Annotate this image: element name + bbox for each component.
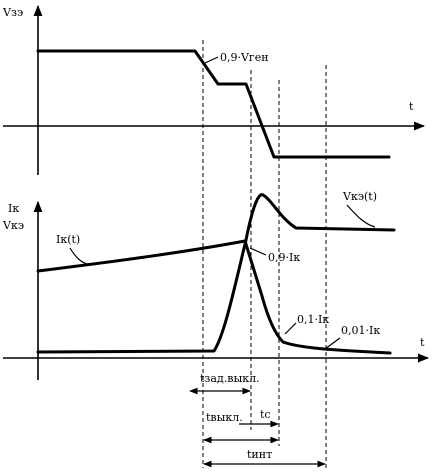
- vge-axis-label: Vзэ: [2, 6, 23, 19]
- vke-leader-line: [346, 204, 376, 228]
- ik-90-label: 0,9·Iк: [268, 251, 300, 264]
- t-fall-label: tс: [260, 408, 271, 421]
- vke-curve: [36, 193, 396, 354]
- ik-curve: [36, 239, 392, 355]
- ik-axis-label: Iк: [8, 202, 19, 215]
- ik-10-leader-line: [284, 322, 297, 335]
- vge-plot: Vзэ t 0,9·Vген: [2, 4, 426, 175]
- t-int-label: tинт: [247, 448, 272, 461]
- t-axis-label-top: t: [409, 100, 414, 113]
- ik-01-label: 0,01·Iк: [341, 324, 380, 337]
- ik-90-leader-line: [249, 247, 267, 256]
- time-intervals: tзад.выкл. tвыкл. tс tинт: [189, 372, 326, 468]
- vgen-leader-line: [202, 56, 219, 65]
- vge-curve: [36, 49, 391, 159]
- t-off-label: tвыкл.: [206, 411, 243, 424]
- ik-vke-plot: Iк Vкэ t Vкэ(t) Iк(t) 0,9·Iк 0,1·Iк 0,01…: [2, 190, 430, 380]
- vke-curve-label: Vкэ(t): [342, 190, 377, 203]
- time-markers: [202, 40, 327, 468]
- t-axis-label-bottom: t: [420, 336, 425, 349]
- ik-leader-line: [69, 247, 93, 266]
- ik-10-label: 0,1·Iк: [297, 313, 329, 326]
- vgen-level-label: 0,9·Vген: [220, 51, 269, 64]
- vke-axis-label: Vкэ: [2, 219, 24, 232]
- ik-curve-label: Iк(t): [56, 233, 80, 246]
- t-delay-off-label: tзад.выкл.: [200, 372, 260, 385]
- ik-01-leader-line: [324, 337, 341, 350]
